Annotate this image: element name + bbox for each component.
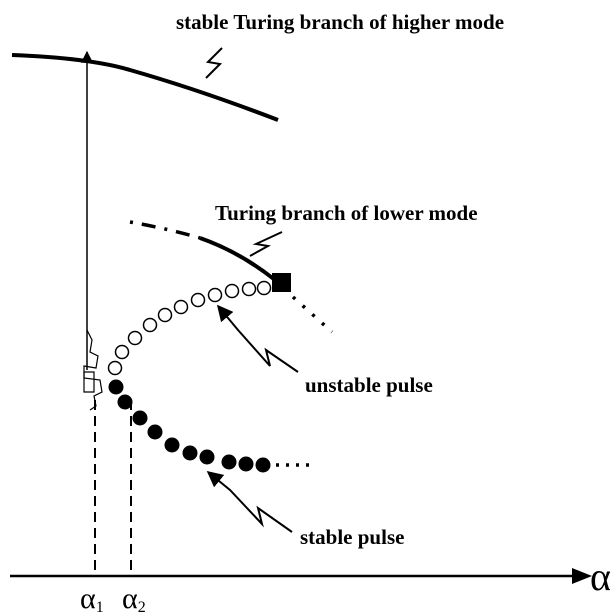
- lower-branch-continuation: [291, 295, 334, 334]
- stable-arrow: [206, 470, 293, 533]
- higher-label: stable Turing branch of higher mode: [176, 10, 504, 34]
- axis-symbol: α: [590, 554, 610, 599]
- alpha1-label: α1: [80, 582, 104, 613]
- transition-box: [83, 371, 95, 393]
- higher-branch: [11, 53, 279, 122]
- lower-branch-dotted: [129, 220, 201, 240]
- bifurcation-point: [272, 273, 291, 292]
- zigzag: [249, 231, 283, 257]
- unstable-pulse-branch: [107, 280, 272, 376]
- alpha2-label: α2: [122, 582, 146, 613]
- stable-label: stable pulse: [300, 525, 404, 549]
- stable-pulse-branch: [108, 379, 271, 473]
- axis-arrowhead: [572, 568, 592, 584]
- zigzag: [205, 47, 223, 79]
- unstable-label: unstable pulse: [305, 373, 433, 397]
- unstable-arrow: [216, 304, 299, 373]
- lower-branch: [199, 236, 277, 282]
- lower-label: Turing branch of lower mode: [215, 201, 478, 225]
